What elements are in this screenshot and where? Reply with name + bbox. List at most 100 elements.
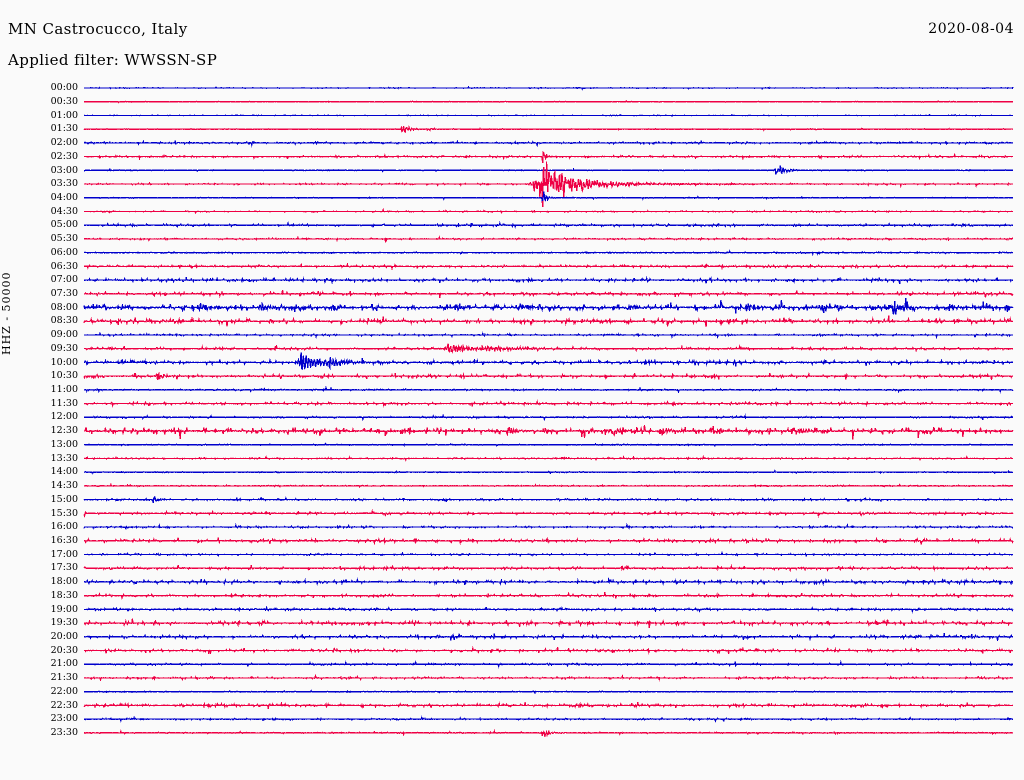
- trace-row-1000: [83, 352, 1013, 371]
- trace-row-0630: [83, 262, 1014, 271]
- time-axis: 00:00 00:30 01:00 01:30 02:00 02:30 03:00 03:30…: [0, 80, 84, 776]
- time-tick-0430: 04:30: [50, 205, 78, 217]
- trace-row-1030: [83, 371, 1014, 381]
- time-tick-0800: 08:00: [50, 301, 78, 313]
- trace-row-1330: [83, 454, 1013, 462]
- time-tick-1530: 15:30: [50, 507, 78, 519]
- trace-row-1500: [83, 496, 1013, 504]
- time-tick-1630: 16:30: [50, 534, 78, 546]
- trace-row-1200: [83, 413, 1013, 422]
- time-tick-0000: 00:00: [50, 82, 78, 94]
- time-tick-0300: 03:00: [50, 164, 78, 176]
- time-tick-1400: 14:00: [50, 466, 78, 478]
- trace-canvas: [83, 85, 1014, 738]
- trace-row-0330: [83, 161, 1014, 207]
- time-tick-0200: 02:00: [50, 137, 78, 149]
- trace-row-0730: [83, 289, 1014, 299]
- time-tick-0130: 01:30: [50, 123, 78, 135]
- time-tick-1930: 19:30: [50, 617, 78, 629]
- trace-row-0030: [83, 99, 1014, 104]
- time-tick-1430: 14:30: [50, 480, 78, 492]
- time-tick-1900: 19:00: [50, 603, 78, 615]
- time-tick-2330: 23:30: [50, 727, 78, 739]
- time-tick-0730: 07:30: [50, 288, 78, 299]
- trace-row-0800: [83, 298, 1014, 315]
- time-tick-2100: 21:00: [50, 658, 78, 670]
- trace-row-1230: [83, 425, 1014, 440]
- time-tick-2030: 20:30: [50, 644, 78, 656]
- time-tick-1700: 17:00: [50, 548, 78, 560]
- time-tick-0400: 04:00: [50, 191, 78, 203]
- time-tick-0630: 06:30: [50, 260, 78, 272]
- time-tick-1330: 13:30: [50, 452, 78, 464]
- time-tick-0930: 09:30: [50, 342, 78, 354]
- trace-row-1830: [83, 591, 1014, 601]
- time-tick-2230: 22:30: [50, 699, 78, 711]
- applied-filter-label: Applied filter: WWSSN-SP: [8, 51, 218, 69]
- trace-row-2200: [83, 689, 1013, 695]
- trace-row-1430: [83, 482, 1014, 489]
- trace-row-2130: [83, 673, 1014, 682]
- time-tick-1230: 12:30: [50, 425, 78, 437]
- time-tick-1800: 18:00: [50, 576, 78, 588]
- time-tick-1830: 18:30: [50, 589, 78, 601]
- trace-row-1400: [83, 469, 1014, 475]
- time-tick-1130: 11:30: [50, 397, 78, 409]
- time-tick-1030: 10:30: [50, 370, 78, 382]
- trace-row-1630: [83, 536, 1014, 546]
- trace-row-1900: [83, 605, 1014, 614]
- trace-row-0430: [83, 207, 1014, 215]
- time-tick-0900: 09:00: [50, 329, 78, 341]
- record-date: 2020-08-04: [928, 21, 1014, 37]
- time-tick-0830: 08:30: [50, 315, 78, 327]
- trace-row-1700: [83, 550, 1014, 558]
- trace-row-0930: [83, 343, 1014, 354]
- trace-row-0130: [83, 124, 1014, 134]
- trace-row-0500: [83, 220, 1014, 229]
- trace-row-2230: [83, 700, 1014, 710]
- trace-row-2100: [83, 659, 1014, 669]
- trace-row-1730: [83, 563, 1013, 573]
- time-tick-1600: 16:00: [50, 521, 78, 533]
- trace-row-0830: [83, 315, 1014, 327]
- time-tick-0030: 00:30: [50, 95, 78, 107]
- time-tick-1200: 12:00: [50, 411, 78, 423]
- trace-row-0530: [83, 235, 1014, 244]
- seismogram-plot: 00:00 00:30 01:00 01:30 02:00 02:30 03:00 03:30…: [0, 80, 1024, 776]
- trace-row-0000: [83, 85, 1014, 91]
- time-tick-2130: 21:30: [50, 672, 78, 684]
- trace-row-1100: [83, 385, 1014, 394]
- trace-row-1300: [83, 442, 1014, 448]
- trace-row-0300: [83, 165, 1014, 175]
- trace-row-0700: [83, 275, 1014, 285]
- time-tick-2300: 23:00: [50, 713, 78, 725]
- trace-row-0400: [83, 191, 1014, 202]
- trace-row-2000: [83, 632, 1014, 642]
- trace-row-0100: [83, 113, 1013, 118]
- trace-row-0900: [83, 331, 1014, 340]
- trace-row-1930: [83, 618, 1014, 629]
- time-tick-0100: 01:00: [50, 109, 78, 121]
- station-title: MN Castrocucco, Italy: [8, 20, 188, 38]
- trace-row-1530: [83, 508, 1014, 519]
- time-tick-2000: 20:00: [50, 631, 78, 642]
- time-tick-0230: 02:30: [50, 150, 78, 162]
- trace-row-0600: [83, 249, 1014, 257]
- time-tick-1100: 11:00: [50, 384, 78, 396]
- time-tick-0330: 03:30: [50, 178, 78, 190]
- time-tick-1000: 10:00: [50, 356, 78, 368]
- trace-row-1600: [83, 522, 1014, 531]
- trace-row-0200: [83, 139, 1014, 148]
- trace-row-2030: [83, 645, 1014, 656]
- time-tick-2200: 22:00: [50, 685, 78, 697]
- trace-row-0230: [83, 150, 1014, 164]
- time-tick-1500: 15:00: [50, 493, 78, 505]
- trace-row-2300: [83, 715, 1014, 724]
- trace-row-2330: [83, 729, 1013, 738]
- time-tick-0600: 06:00: [50, 246, 78, 258]
- trace-row-1800: [83, 576, 1013, 586]
- time-tick-0700: 07:00: [50, 274, 78, 286]
- trace-row-1130: [83, 399, 1014, 408]
- time-tick-0530: 05:30: [50, 233, 78, 245]
- time-tick-0500: 05:00: [50, 219, 78, 231]
